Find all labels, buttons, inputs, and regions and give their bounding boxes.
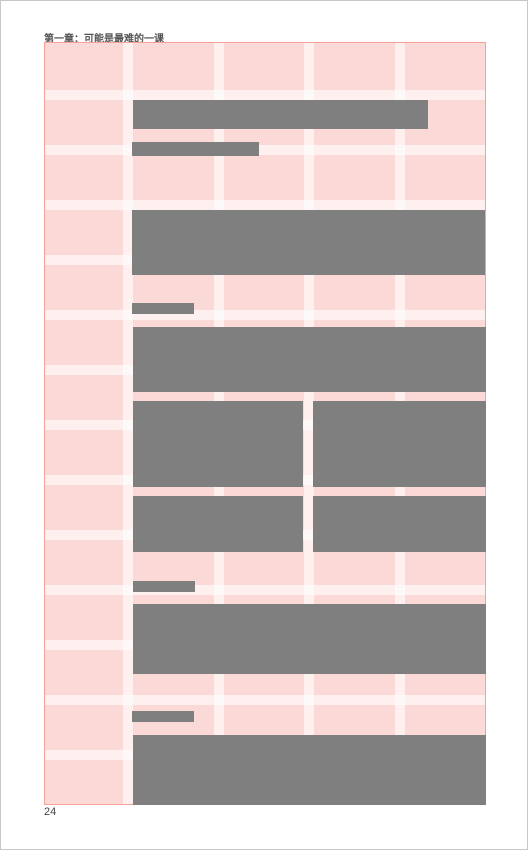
paragraph-placeholder bbox=[133, 327, 486, 392]
row-gutter bbox=[45, 310, 485, 320]
row-gutter bbox=[45, 200, 485, 210]
image-placeholder bbox=[133, 401, 303, 487]
subtitle-placeholder bbox=[132, 142, 259, 156]
section-heading-placeholder bbox=[132, 711, 194, 722]
paragraph-placeholder bbox=[133, 735, 486, 805]
intro-paragraph-placeholder bbox=[132, 210, 485, 275]
section-heading-placeholder bbox=[133, 581, 195, 592]
caption-placeholder bbox=[133, 496, 303, 552]
row-gutter bbox=[45, 90, 485, 100]
running-head: 第一章：可能是最难的一课 bbox=[44, 34, 164, 45]
section-heading-placeholder bbox=[132, 303, 194, 314]
row-gutter bbox=[45, 585, 485, 595]
row-gutter bbox=[45, 145, 485, 155]
paragraph-placeholder bbox=[133, 604, 486, 674]
caption-placeholder bbox=[313, 496, 486, 552]
page-number: 24 bbox=[44, 806, 57, 818]
image-placeholder bbox=[313, 401, 486, 487]
title-placeholder bbox=[133, 100, 428, 129]
row-gutter bbox=[45, 695, 485, 705]
